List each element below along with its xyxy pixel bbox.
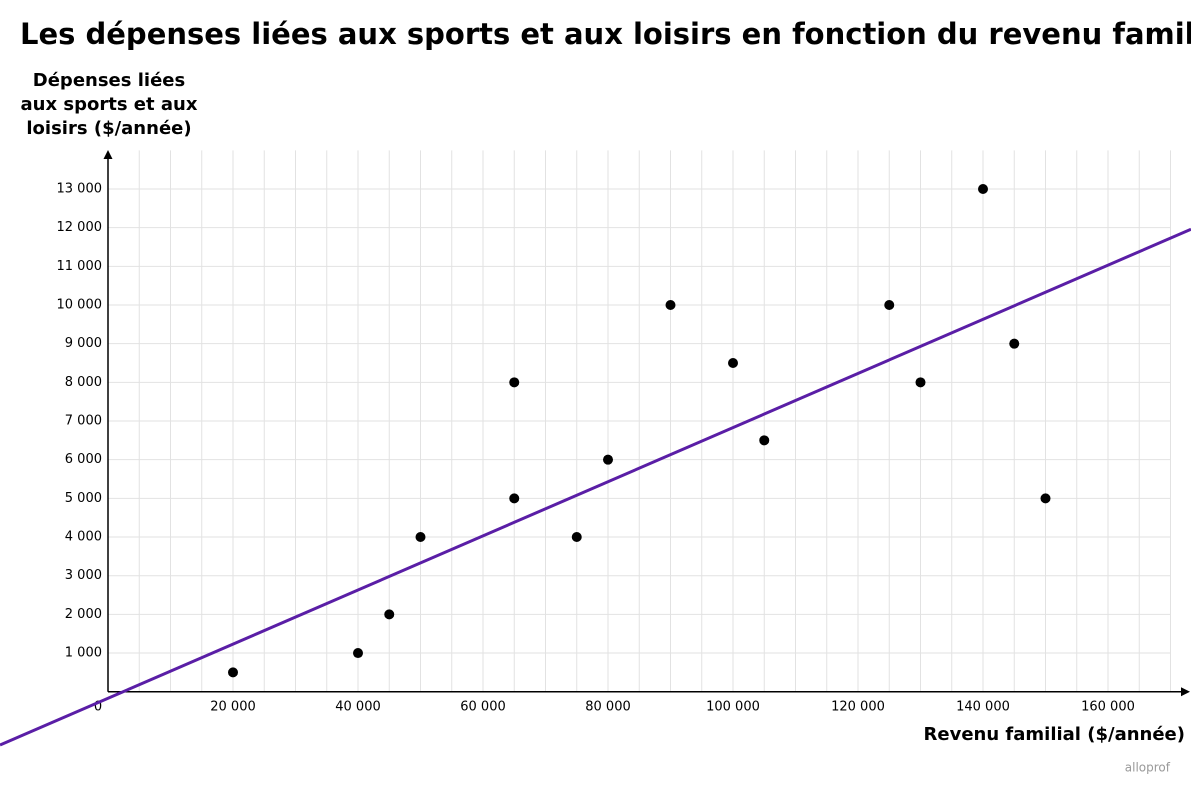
y-tick-label: 6 000 xyxy=(65,452,102,467)
data-point xyxy=(509,377,520,388)
x-axis-arrow xyxy=(1181,687,1190,697)
data-point xyxy=(1040,493,1051,504)
data-point xyxy=(603,454,613,465)
y-axis-label: loisirs ($/année) xyxy=(26,118,191,139)
data-point xyxy=(571,532,582,543)
data-point xyxy=(978,183,988,194)
y-axis-label: Dépenses liées xyxy=(33,70,185,91)
y-tick-label: 1 000 xyxy=(65,646,102,661)
trend-line xyxy=(0,227,1191,747)
chart-title: Les dépenses liées aux sports et aux loi… xyxy=(20,17,1191,51)
data-point xyxy=(884,300,895,310)
data-point xyxy=(509,493,520,504)
y-axis-label: aux sports et aux xyxy=(21,94,198,115)
data-point xyxy=(665,300,676,310)
y-tick-label: 2 000 xyxy=(65,607,102,622)
y-tick-label: 12 000 xyxy=(57,220,103,235)
x-axis-label: Revenu familial ($/année) xyxy=(924,724,1185,745)
data-point xyxy=(384,609,395,620)
watermark: alloprof xyxy=(1125,761,1171,775)
y-tick-label: 10 000 xyxy=(57,298,103,313)
data-point xyxy=(228,667,238,678)
y-tick-label: 9 000 xyxy=(65,336,102,351)
data-point xyxy=(1009,338,1020,349)
data-point xyxy=(728,358,738,369)
x-tick-label: 160 000 xyxy=(1081,700,1135,715)
data-point xyxy=(759,435,770,446)
x-tick-label: 20 000 xyxy=(210,700,256,715)
data-point xyxy=(915,377,926,388)
y-tick-label: 8 000 xyxy=(65,375,102,390)
y-tick-label: 7 000 xyxy=(65,414,102,429)
x-tick-label: 120 000 xyxy=(831,700,885,715)
x-tick-label: 100 000 xyxy=(706,700,760,715)
x-tick-label: 140 000 xyxy=(956,700,1010,715)
x-tick-label: 60 000 xyxy=(460,700,506,715)
y-tick-label: 13 000 xyxy=(57,181,103,196)
data-point xyxy=(415,532,426,543)
x-tick-label: 40 000 xyxy=(335,700,381,715)
x-tick-label: 0 xyxy=(94,700,102,715)
x-tick-label: 80 000 xyxy=(585,700,631,715)
y-tick-label: 5 000 xyxy=(65,491,102,506)
data-point xyxy=(353,648,363,659)
y-tick-label: 11 000 xyxy=(57,259,103,274)
y-tick-label: 4 000 xyxy=(65,530,102,545)
y-tick-label: 3 000 xyxy=(65,568,102,583)
grid xyxy=(108,150,1171,692)
y-axis-arrow xyxy=(103,150,113,159)
